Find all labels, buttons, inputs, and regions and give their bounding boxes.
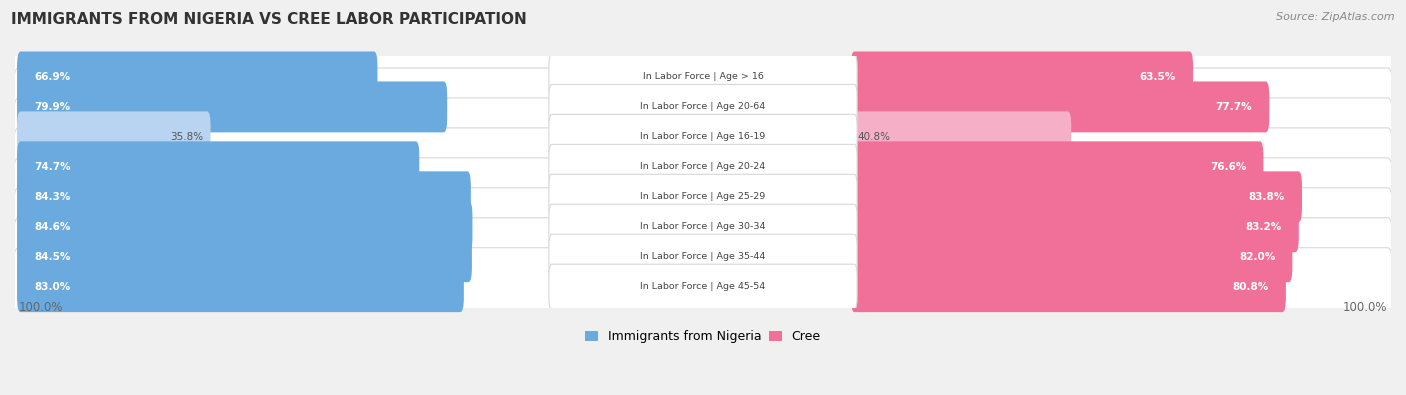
Text: 76.6%: 76.6% (1209, 162, 1246, 172)
Text: In Labor Force | Age 30-34: In Labor Force | Age 30-34 (640, 222, 766, 231)
Text: In Labor Force | Age 20-64: In Labor Force | Age 20-64 (640, 102, 766, 111)
Text: In Labor Force | Age 16-19: In Labor Force | Age 16-19 (640, 132, 766, 141)
Text: 84.5%: 84.5% (34, 252, 70, 262)
FancyBboxPatch shape (851, 81, 1270, 132)
Text: 83.0%: 83.0% (34, 282, 70, 292)
FancyBboxPatch shape (13, 98, 1393, 176)
Text: IMMIGRANTS FROM NIGERIA VS CREE LABOR PARTICIPATION: IMMIGRANTS FROM NIGERIA VS CREE LABOR PA… (11, 12, 527, 27)
FancyBboxPatch shape (851, 51, 1194, 102)
Text: 35.8%: 35.8% (170, 132, 204, 142)
FancyBboxPatch shape (851, 261, 1286, 312)
Text: 84.3%: 84.3% (34, 192, 70, 202)
Text: 84.6%: 84.6% (34, 222, 70, 232)
FancyBboxPatch shape (548, 55, 858, 100)
Text: In Labor Force | Age 45-54: In Labor Force | Age 45-54 (640, 282, 766, 291)
Text: 80.8%: 80.8% (1233, 282, 1268, 292)
Text: In Labor Force | Age > 16: In Labor Force | Age > 16 (643, 72, 763, 81)
FancyBboxPatch shape (17, 171, 471, 222)
FancyBboxPatch shape (13, 68, 1393, 146)
FancyBboxPatch shape (548, 115, 858, 159)
FancyBboxPatch shape (548, 204, 858, 249)
FancyBboxPatch shape (17, 261, 464, 312)
Text: In Labor Force | Age 25-29: In Labor Force | Age 25-29 (640, 192, 766, 201)
Text: Source: ZipAtlas.com: Source: ZipAtlas.com (1277, 12, 1395, 22)
FancyBboxPatch shape (548, 85, 858, 130)
Text: 77.7%: 77.7% (1215, 102, 1253, 112)
Text: 82.0%: 82.0% (1239, 252, 1275, 262)
Text: 100.0%: 100.0% (1343, 301, 1388, 314)
Legend: Immigrants from Nigeria, Cree: Immigrants from Nigeria, Cree (581, 325, 825, 348)
FancyBboxPatch shape (851, 231, 1292, 282)
Text: 74.7%: 74.7% (34, 162, 70, 172)
FancyBboxPatch shape (548, 174, 858, 219)
FancyBboxPatch shape (548, 234, 858, 279)
FancyBboxPatch shape (17, 141, 419, 192)
FancyBboxPatch shape (548, 144, 858, 189)
FancyBboxPatch shape (17, 81, 447, 132)
FancyBboxPatch shape (13, 218, 1393, 295)
FancyBboxPatch shape (17, 51, 377, 102)
FancyBboxPatch shape (17, 201, 472, 252)
Text: 40.8%: 40.8% (858, 132, 891, 142)
FancyBboxPatch shape (851, 171, 1302, 222)
Text: In Labor Force | Age 20-24: In Labor Force | Age 20-24 (640, 162, 766, 171)
FancyBboxPatch shape (17, 111, 211, 162)
Text: 100.0%: 100.0% (18, 301, 63, 314)
Text: 66.9%: 66.9% (34, 72, 70, 82)
Text: 83.2%: 83.2% (1246, 222, 1282, 232)
FancyBboxPatch shape (13, 188, 1393, 266)
FancyBboxPatch shape (851, 141, 1264, 192)
FancyBboxPatch shape (851, 201, 1299, 252)
Text: 83.8%: 83.8% (1249, 192, 1285, 202)
FancyBboxPatch shape (851, 111, 1071, 162)
FancyBboxPatch shape (548, 264, 858, 309)
FancyBboxPatch shape (13, 248, 1393, 325)
Text: 63.5%: 63.5% (1140, 72, 1175, 82)
FancyBboxPatch shape (13, 158, 1393, 236)
FancyBboxPatch shape (13, 38, 1393, 116)
Text: In Labor Force | Age 35-44: In Labor Force | Age 35-44 (640, 252, 766, 261)
FancyBboxPatch shape (13, 128, 1393, 206)
Text: 79.9%: 79.9% (34, 102, 70, 112)
FancyBboxPatch shape (17, 231, 472, 282)
